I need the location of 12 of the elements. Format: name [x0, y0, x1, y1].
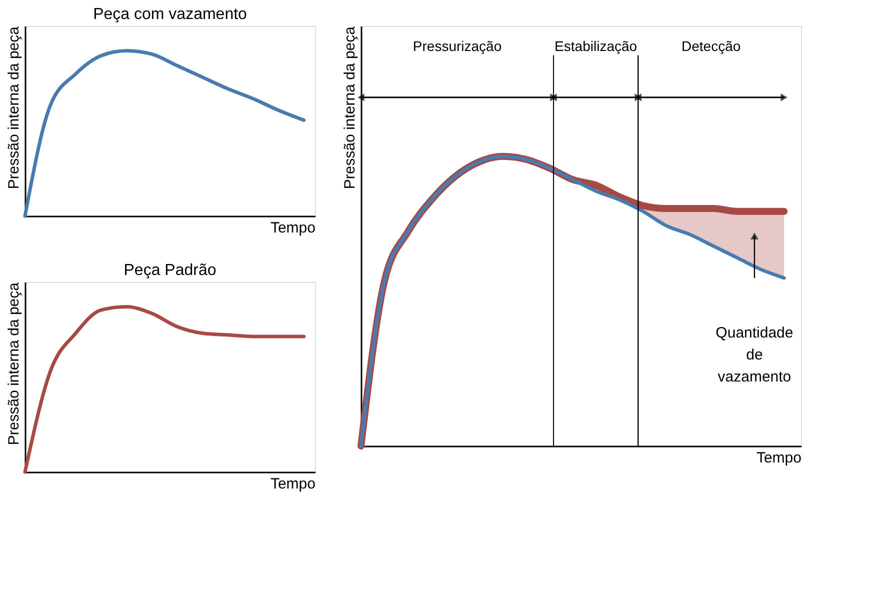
y-axis-title: Pressão interna da peça — [6, 282, 22, 446]
x-axis-title: Tempo — [756, 450, 802, 466]
chart-title: Peça com vazamento — [93, 6, 248, 23]
x-axis-title: Tempo — [270, 220, 316, 236]
annotation: Quantidade de vazamento — [716, 324, 794, 386]
text: Estabilização — [554, 38, 638, 54]
x-axis-title: Tempo — [270, 476, 316, 492]
text: Pressurização — [412, 38, 502, 54]
chart-title: Peça Padrão — [124, 262, 216, 279]
y-axis-title: Pressão interna da peça — [342, 26, 358, 190]
y-axis-title: Pressão interna da peça — [6, 26, 22, 190]
text: Detecção — [682, 38, 741, 54]
